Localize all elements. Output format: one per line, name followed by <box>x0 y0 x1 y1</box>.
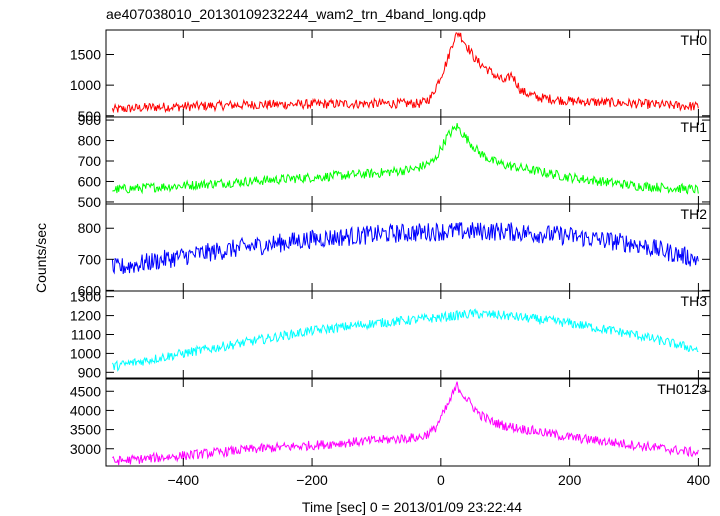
x-tick-label: 200 <box>558 472 582 488</box>
y-tick-label: 900 <box>78 364 102 380</box>
x-tick-label: −200 <box>296 472 328 488</box>
panel-th3: 900 1000 1100 1200 1300 TH3 <box>70 289 711 380</box>
series-name-th2: TH2 <box>681 206 708 222</box>
y-tick-label: 900 <box>78 112 102 128</box>
panel-frame-th1 <box>105 116 711 205</box>
panel-frame-th0123 <box>105 378 711 467</box>
y-tick-label: 3000 <box>70 441 101 457</box>
series-name-th1: TH1 <box>681 119 708 135</box>
y-tick-label: 500 <box>78 108 102 124</box>
y-tick-label: 700 <box>78 251 102 267</box>
y-tick-label: 600 <box>78 173 102 189</box>
series-line-th0 <box>111 32 699 114</box>
x-tick-label: 0 <box>437 472 445 488</box>
y-tick-label: 4000 <box>70 402 101 418</box>
y-tick-label: 1500 <box>70 47 101 63</box>
panel-th0123: 3000 3500 4000 4500 TH0123 <box>70 378 711 467</box>
x-tick-label: −400 <box>167 472 199 488</box>
x-axis-label: Time [sec] 0 = 2013/01/09 23:22:44 <box>302 499 522 515</box>
series-name-th0: TH0 <box>681 32 708 48</box>
y-tick-label: 1100 <box>71 327 101 343</box>
y-tick-label: 1000 <box>70 345 101 361</box>
y-tick-label: 800 <box>78 133 102 149</box>
y-axis-label: Counts/sec <box>33 223 49 293</box>
series-name-th3: TH3 <box>681 293 708 309</box>
panel-th0: 500 1000 1500 TH0 <box>70 29 711 124</box>
y-tick-label: 800 <box>78 220 102 236</box>
y-tick-label: 1300 <box>70 289 101 305</box>
series-line-th0123 <box>112 381 699 466</box>
panel-th1: 500 600 700 800 900 TH1 <box>78 112 711 210</box>
y-tick-label: 1200 <box>70 308 101 324</box>
series-name-th0123: TH0123 <box>657 381 707 397</box>
y-tick-label: 500 <box>78 194 102 210</box>
series-line-th2 <box>111 222 699 275</box>
panel-th2: 600 700 800 TH2 <box>78 203 711 298</box>
x-tick-label: 400 <box>687 472 711 488</box>
y-tick-label: 1000 <box>70 77 101 93</box>
series-line-th3 <box>111 308 699 372</box>
series-line-th1 <box>112 123 699 195</box>
y-tick-label: 3500 <box>70 422 101 438</box>
panels-group: 500 1000 1500 TH0 500 600 700 800 900 TH1 600 700 80… <box>70 29 711 488</box>
y-tick-label: 4500 <box>70 383 101 399</box>
y-tick-label: 700 <box>78 153 102 169</box>
chart-title: ae407038010_20130109232244_wam2_trn_4ban… <box>106 6 486 22</box>
y-tick-label: 600 <box>78 282 102 298</box>
